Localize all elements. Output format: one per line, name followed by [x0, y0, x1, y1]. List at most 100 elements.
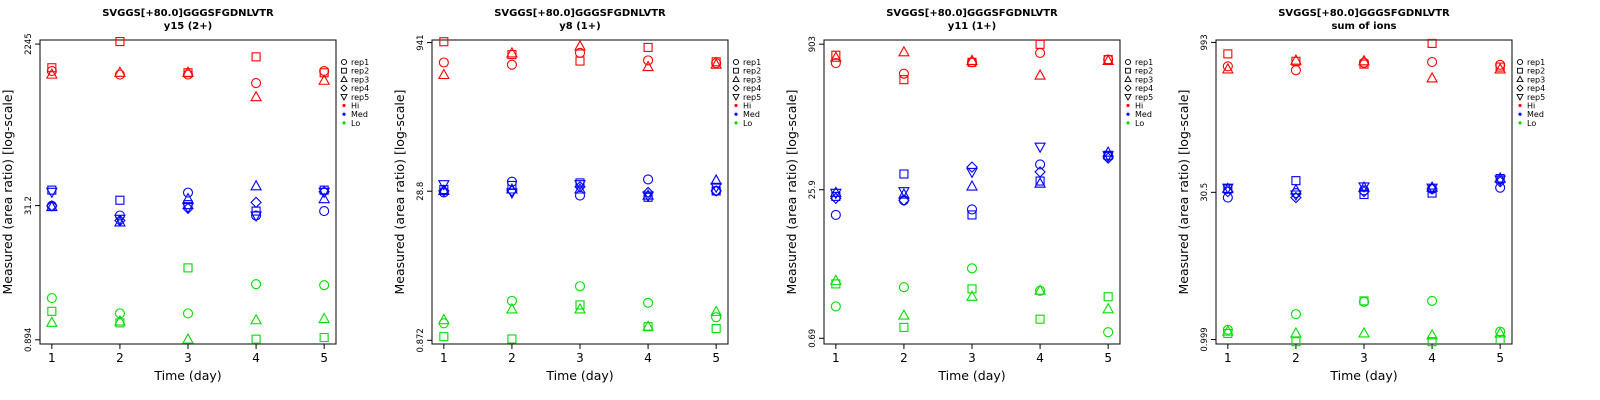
legend-label: Lo [1135, 119, 1144, 128]
data-point [319, 68, 329, 78]
x-tick-label: 3 [1360, 351, 1368, 365]
x-tick-label: 1 [832, 351, 840, 365]
data-point [829, 51, 842, 62]
data-point [897, 45, 910, 57]
data-point [967, 284, 977, 294]
legend-entry: Lo [342, 119, 360, 128]
legend-marker [1518, 112, 1522, 116]
legend-label: rep5 [1527, 93, 1545, 102]
data-point [1034, 166, 1046, 178]
y-tick-label: 941 [416, 34, 426, 50]
x-axis-label: Time (day) [545, 368, 613, 383]
data-point [250, 313, 263, 325]
legend-entry: rep3 [1516, 75, 1545, 84]
data-point [1358, 326, 1370, 338]
x-tick-label: 3 [576, 351, 584, 365]
legend-label: rep3 [1527, 75, 1545, 84]
data-point [1035, 314, 1045, 324]
y-axis-label: Measured (area ratio) [log-scale] [392, 90, 407, 295]
x-tick-label: 4 [1036, 351, 1044, 365]
legend-entry: Hi [342, 102, 359, 111]
plot-frame [823, 39, 1121, 345]
data-point [183, 263, 193, 273]
plot-panel-4: SVGGS[+80.0]GGGSFGDNLVTR sum of ions 1 2 3 4 5… [1176, 8, 1545, 383]
data-point [439, 332, 449, 342]
data-point [1289, 54, 1302, 65]
data-point [1494, 171, 1507, 183]
x-axis-label: Time (day) [153, 368, 221, 383]
data-point [1358, 185, 1370, 198]
plot-panel-1: SVGGS[+80.0]GGGSFGDNLVTR y15 (2+) 1 2 3 4 5 0.8… [0, 8, 369, 383]
legend-entry: Hi [1518, 102, 1535, 111]
data-point [897, 187, 910, 198]
y-axis-label: Measured (area ratio) [log-scale] [784, 90, 799, 295]
data-point [115, 36, 125, 47]
data-point [438, 185, 450, 197]
legend-label: Hi [1527, 102, 1535, 111]
data-point [711, 186, 721, 196]
data-point [45, 316, 58, 327]
legend-entry: rep1 [732, 58, 761, 67]
data-point [899, 169, 909, 179]
legend-marker [340, 75, 348, 83]
data-point [1495, 334, 1505, 345]
legend-marker [342, 121, 346, 125]
legend-entry: rep5 [732, 93, 761, 102]
data-point [1289, 190, 1302, 202]
y-tick-label: 0.999 [1200, 327, 1210, 351]
x-tick-label: 2 [508, 351, 516, 365]
x-tick-label: 5 [320, 351, 328, 365]
data-point [1102, 302, 1115, 314]
y-axis-label: Measured (area ratio) [log-scale] [0, 90, 15, 295]
data-point [1034, 68, 1047, 80]
legend-marker [732, 75, 740, 83]
data-point [1222, 61, 1233, 72]
legend-label: rep5 [743, 93, 761, 102]
legend-label: Hi [1135, 102, 1143, 111]
x-tick-label: 2 [116, 351, 124, 365]
legend-marker [1124, 84, 1132, 92]
x-tick-label: 5 [1496, 351, 1504, 365]
legend-marker [1124, 75, 1132, 83]
y-tick-label: 2245 [24, 33, 34, 55]
legend-marker [734, 112, 738, 116]
legend-entry: Hi [734, 102, 751, 111]
legend-label: rep4 [1527, 84, 1545, 93]
data-point [437, 184, 450, 195]
legend-marker [733, 67, 739, 74]
data-point [1103, 327, 1114, 338]
data-point [114, 69, 125, 80]
legend-entry: Med [1126, 110, 1152, 119]
data-point [1221, 183, 1234, 195]
legend-marker [734, 121, 738, 125]
data-point [643, 55, 654, 66]
data-point [830, 192, 842, 205]
legend-entry: rep2 [1517, 67, 1545, 76]
data-point [574, 39, 586, 51]
data-point [1102, 151, 1115, 162]
data-point [967, 210, 977, 220]
data-point [1034, 284, 1047, 295]
plot-subtitle: sum of ions [1331, 21, 1396, 32]
data-point [1223, 49, 1233, 59]
legend-label: rep2 [743, 67, 761, 76]
legend-label: rep4 [1135, 84, 1153, 93]
x-tick-label: 2 [1292, 351, 1300, 365]
legend-entry: rep1 [1124, 58, 1153, 67]
plot-subtitle: y8 (1+) [559, 21, 600, 32]
data-point [1035, 39, 1045, 49]
data-point [1289, 183, 1302, 195]
data-point [966, 290, 978, 301]
y-tick-label: 0.69 [808, 329, 818, 348]
plot-subtitle: y15 (2+) [164, 21, 212, 32]
data-point [437, 68, 450, 80]
legend-label: Hi [351, 102, 359, 111]
data-point [899, 322, 909, 332]
data-point [1427, 188, 1437, 198]
legend-label: rep2 [1527, 67, 1545, 76]
legend-label: Lo [1527, 119, 1536, 128]
data-point [642, 186, 654, 199]
x-tick-label: 3 [184, 351, 192, 365]
data-point [966, 179, 978, 191]
data-point [1427, 38, 1437, 48]
